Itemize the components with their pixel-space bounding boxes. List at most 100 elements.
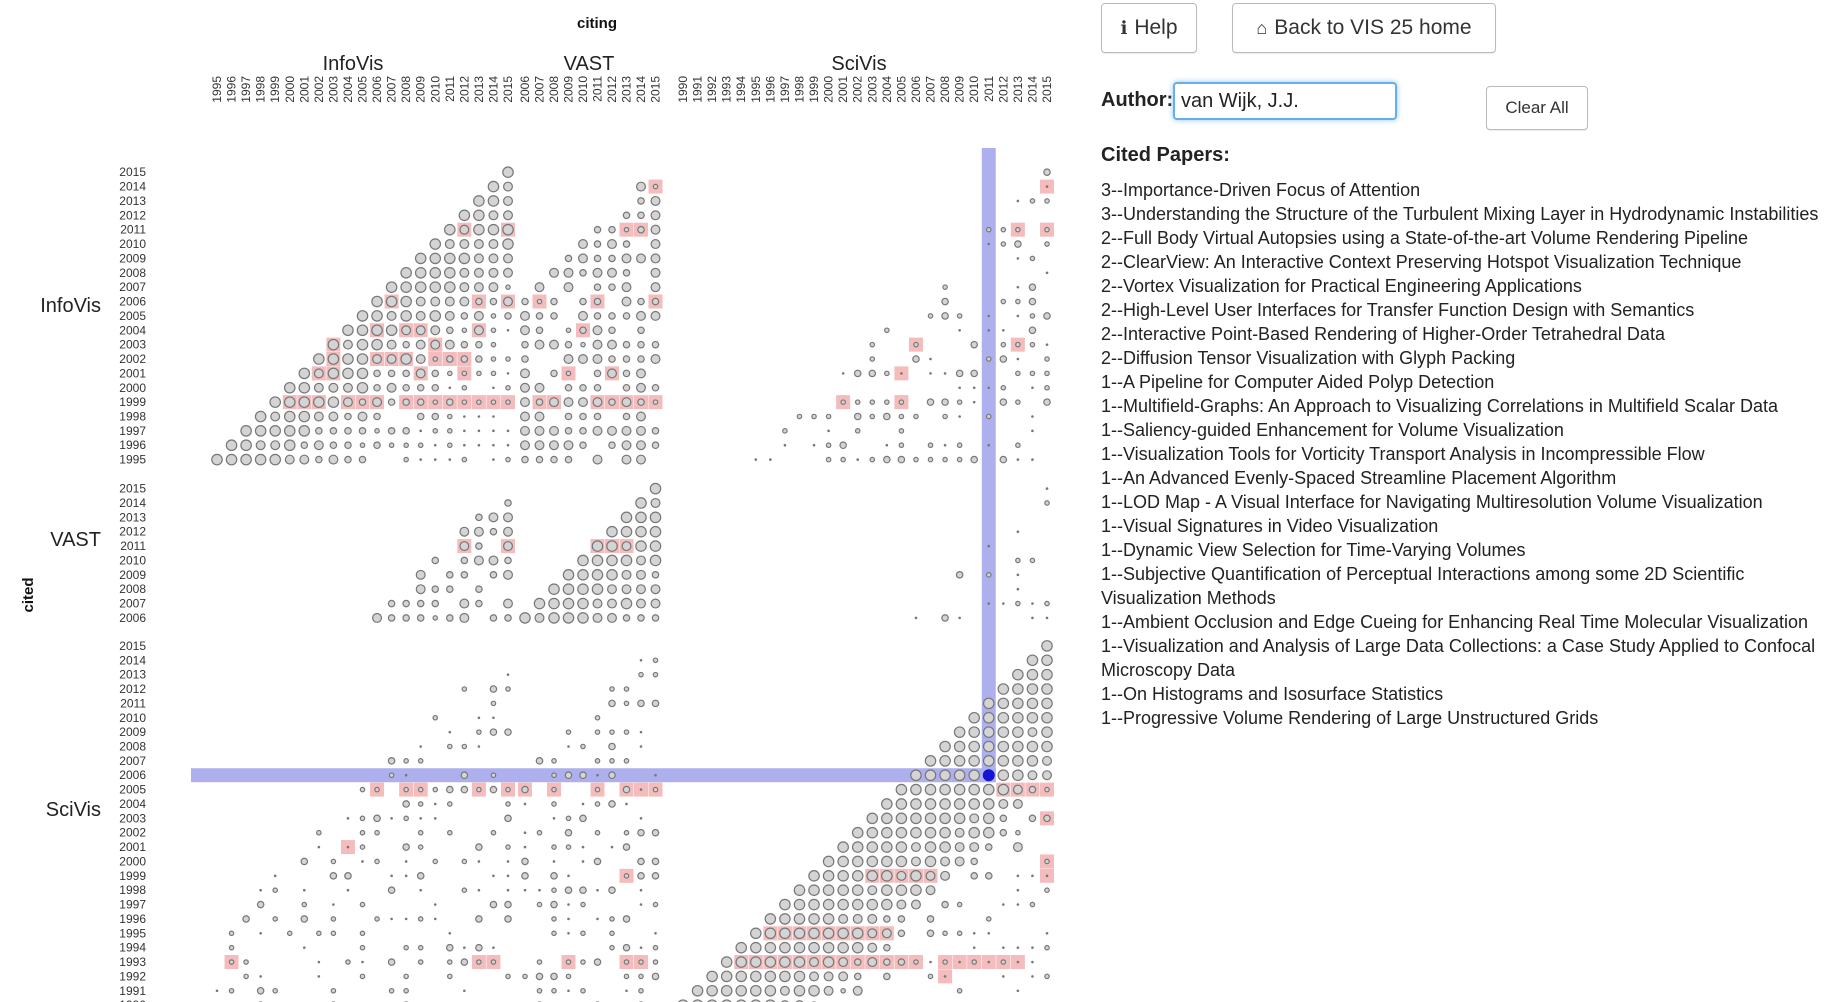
cited-paper-item[interactable]: 3--Importance-Driven Focus of Attention [1101, 180, 1421, 200]
cited-paper-item[interactable]: 2--Full Body Virtual Autopsies using a S… [1101, 228, 1749, 248]
citation-dot [623, 973, 630, 980]
citation-dot [551, 844, 557, 850]
citation-dot [488, 210, 499, 221]
citation-dot [416, 599, 425, 608]
citation-dot [593, 383, 602, 392]
citation-dot [635, 368, 646, 379]
citation-dot [651, 383, 660, 392]
citation-dot [416, 412, 425, 421]
cited-paper-item[interactable]: 1--Subjective Quantification of Perceptu… [1101, 564, 1745, 608]
cited-paper-item[interactable]: 1--Dynamic View Selection for Time-Varyi… [1101, 540, 1526, 560]
citation-dot [519, 325, 530, 336]
citation-dot [622, 312, 631, 320]
citation-dot [564, 886, 573, 894]
clear-all-button[interactable]: Clear All [1486, 86, 1588, 130]
cited-paper-item[interactable]: 1--A Pipeline for Computer Aided Polyp D… [1101, 372, 1495, 392]
cited-paper-item[interactable]: 1--Saliency-guided Enhancement for Volum… [1101, 420, 1564, 440]
citation-dot [1031, 429, 1034, 433]
column-year-label: 1998 [792, 76, 806, 103]
citation-dot [793, 984, 806, 997]
cited-paper-item[interactable]: 1--Progressive Volume Rendering of Large… [1101, 708, 1599, 728]
citation-dot [273, 874, 277, 878]
citation-dot [1031, 946, 1034, 949]
citation-dot [565, 815, 572, 822]
citation-dot [503, 181, 514, 192]
cited-paper-item[interactable]: 3--Understanding the Structure of the Tu… [1101, 204, 1819, 224]
cited-paper-item[interactable]: 2--Interactive Point-Based Rendering of … [1101, 324, 1665, 344]
back-home-button[interactable]: ⌂ Back to VIS 25 home [1232, 3, 1496, 53]
cited-paper-item[interactable]: 2--ClearView: An Interactive Context Pre… [1101, 252, 1742, 272]
citation-dot [623, 700, 630, 707]
citation-dot [519, 411, 530, 422]
citation-dot [854, 399, 861, 405]
citation-dot [488, 555, 499, 566]
citation-dot [487, 180, 500, 193]
cited-paper-item[interactable]: 1--LOD Map - A Visual Interface for Navi… [1101, 492, 1763, 512]
citation-dot [444, 239, 455, 250]
row-year-label: 2013 [119, 510, 146, 524]
help-button[interactable]: ℹ Help [1101, 3, 1197, 53]
author-input[interactable] [1173, 82, 1397, 120]
citation-dot [652, 944, 659, 951]
citation-dot [342, 324, 354, 337]
cited-paper-item[interactable]: 1--Visualization and Analysis of Large D… [1101, 636, 1816, 680]
citation-dot [243, 973, 249, 980]
citation-dot [487, 223, 500, 236]
citation-matrix[interactable]: citing cited InfoVis VAST SciVis InfoVis VAST S… [0, 0, 1095, 1002]
citation-dot [519, 368, 530, 379]
citation-dot [972, 946, 976, 949]
citation-dot [446, 428, 453, 434]
citation-dot [895, 798, 908, 810]
citation-dot [475, 542, 483, 550]
citation-dot [883, 972, 891, 981]
cited-paper-item[interactable]: 1--An Advanced Evenly-Spaced Streamline … [1101, 468, 1617, 488]
citation-dot [968, 783, 980, 796]
cited-paper-item[interactable]: 1--Ambient Occlusion and Edge Cueing for… [1101, 612, 1809, 632]
citation-dot [971, 959, 978, 965]
cited-paper-item[interactable]: 1--Visualization Tools for Vorticity Tra… [1101, 444, 1705, 464]
citation-dot [853, 412, 862, 421]
cited-paper-item[interactable]: 2--Vortex Visualization for Practical En… [1101, 276, 1582, 296]
citation-dot [519, 310, 530, 321]
cited-paper-item[interactable]: 2--Diffusion Tensor Visualization with G… [1101, 348, 1516, 368]
citation-dot [1029, 198, 1036, 204]
citation-dot [968, 726, 980, 738]
column-year-label: 1999 [268, 76, 282, 103]
column-year-label: 2009 [414, 76, 428, 103]
citation-dot [596, 888, 599, 892]
citation-dot [1041, 726, 1053, 738]
citation-dot [490, 399, 497, 405]
citation-dot [1014, 240, 1022, 248]
citation-dot [243, 959, 249, 965]
cited-paper-item[interactable]: 1--On Histograms and Isosurface Statisti… [1101, 684, 1444, 704]
cited-paper-item[interactable]: 1--Multifield-Graphs: An Approach to Vis… [1101, 396, 1778, 416]
citation-dot [564, 383, 573, 392]
citation-dot [448, 730, 452, 734]
citation-dot [492, 386, 495, 390]
citation-dot [1028, 814, 1037, 823]
citation-dot [985, 572, 992, 578]
citation-dot [567, 932, 570, 935]
citation-dot [926, 929, 935, 938]
citation-dot [706, 970, 718, 983]
citation-dot [328, 382, 339, 393]
citation-dot [939, 755, 951, 767]
citation-dot [954, 827, 965, 838]
citation-dot [884, 370, 890, 377]
citation-dot [650, 584, 661, 595]
citation-dot [490, 700, 497, 707]
cited-paper-item[interactable]: 1--Visual Signatures in Video Visualizat… [1101, 516, 1439, 536]
citation-dot [445, 398, 454, 406]
citation-dot [564, 254, 573, 263]
citation-dot [620, 554, 633, 567]
cited-paper-item[interactable]: 2--High-Level User Interfaces for Transf… [1101, 300, 1695, 320]
citation-dot [593, 412, 602, 421]
citation-dot [591, 540, 604, 552]
citation-dot [373, 383, 381, 392]
citation-dot [1026, 654, 1039, 667]
citation-dot [606, 267, 617, 278]
citation-dot [594, 758, 601, 764]
citation-dot [592, 425, 603, 436]
citation-dot [359, 815, 366, 822]
citation-dot [592, 339, 603, 350]
